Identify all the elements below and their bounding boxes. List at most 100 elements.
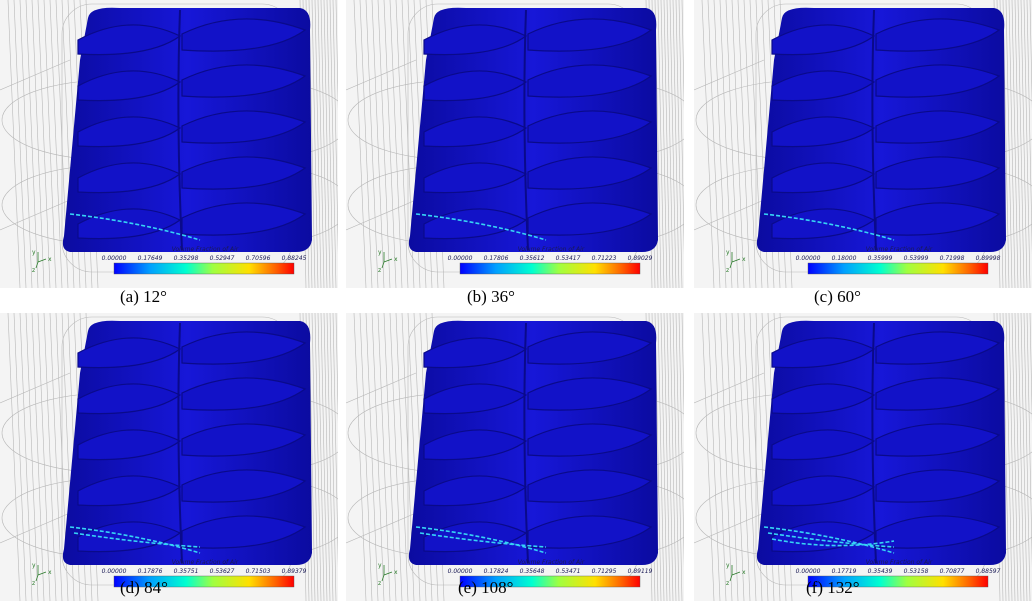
colorbar-tick-label: 0.00000 <box>796 568 821 575</box>
colorbar-tick-label: 0.17649 <box>138 255 163 262</box>
colorbar-gradient <box>807 262 989 275</box>
axis-label-y: y <box>378 562 382 569</box>
colorbar-tick-label: 0.35999 <box>868 255 893 262</box>
colorbar-tick-label: 0.53417 <box>556 255 581 262</box>
colorbar: Volume Fraction of Air 0.00000 0.17876 0.35… <box>102 559 307 588</box>
colorbar-gradient <box>113 575 295 588</box>
colorbar-gradient <box>113 262 295 275</box>
air-streaks <box>415 526 547 554</box>
axis-triad: y x z <box>378 562 398 587</box>
air-streaks <box>69 213 201 241</box>
colorbar-tick-label: 0.88597 <box>976 568 1001 575</box>
colorbar-tick-label: 0.71223 <box>592 255 617 262</box>
colorbar-tick-label: 0.71295 <box>592 568 617 575</box>
colorbar-tick-label: 0.17806 <box>484 255 509 262</box>
rotor-body <box>756 320 1006 565</box>
colorbar-tick-label: 0.35439 <box>868 568 893 575</box>
rotor-rendering: y x z Volume Fraction of Air 0.00000 0.17806 0… <box>346 0 684 288</box>
axis-label-y: y <box>726 562 730 569</box>
colorbar: Volume Fraction of Air 0.00000 0.18000 0.35… <box>796 246 1001 275</box>
colorbar-title: Volume Fraction of Air <box>172 559 239 566</box>
colorbar-title: Volume Fraction of Air <box>518 246 585 253</box>
colorbar-tick-label: 0.89998 <box>976 255 1001 262</box>
simulation-panel-f: y x z Volume Fraction of Air 0.00000 0.17719 0… <box>694 313 1032 601</box>
panel-caption: (a) 12° <box>120 287 167 306</box>
colorbar-title: Volume Fraction of Air <box>518 559 585 566</box>
colorbar-tick-label: 0.88245 <box>282 255 307 262</box>
colorbar-tick-label: 0.52947 <box>210 255 235 262</box>
colorbar-tick-label: 0.35648 <box>520 568 545 575</box>
colorbar-tick-label: 0.70877 <box>940 568 965 575</box>
axis-triad: y x z <box>378 249 398 274</box>
colorbar-tick-label: 0.53471 <box>556 568 581 575</box>
panel-caption: (d) 84° <box>120 578 168 597</box>
rotor-rendering: y x z Volume Fraction of Air 0.00000 0.17876 0… <box>0 313 338 601</box>
simulation-panel-d: y x z Volume Fraction of Air 0.00000 0.17876 0… <box>0 313 338 601</box>
rotor-rendering: y x z Volume Fraction of Air 0.00000 0.17824 0… <box>346 313 684 601</box>
axis-label-y: y <box>726 249 730 256</box>
colorbar-tick-label: 0.53627 <box>210 568 235 575</box>
axis-label-x: x <box>394 256 398 263</box>
colorbar-tick-label: 0.35298 <box>174 255 199 262</box>
panel-caption: (f) 132° <box>806 578 860 597</box>
colorbar-tick-label: 0.53999 <box>904 255 929 262</box>
air-streaks <box>415 213 547 241</box>
colorbar-title: Volume Fraction of Air <box>866 559 933 566</box>
rotor-rendering: y x z Volume Fraction of Air 0.00000 0.18000 0… <box>694 0 1032 288</box>
simulation-panel-a: y x z Volume Fraction of Air 0.00000 0.17649 0… <box>0 0 338 288</box>
rotor-body <box>408 7 658 253</box>
axis-label-y: y <box>32 562 36 569</box>
colorbar-tick-label: 0.17824 <box>484 568 509 575</box>
colorbar-tick-label: 0.00000 <box>102 568 127 575</box>
colorbar: Volume Fraction of Air 0.00000 0.17806 0.35… <box>448 246 653 275</box>
colorbar-gradient <box>459 262 641 275</box>
colorbar-title: Volume Fraction of Air <box>866 246 933 253</box>
colorbar: Volume Fraction of Air 0.00000 0.17649 0.35… <box>102 246 307 275</box>
axis-label-z: z <box>32 580 35 587</box>
axis-label-z: z <box>32 267 35 274</box>
colorbar: Volume Fraction of Air 0.00000 0.17824 0.35… <box>448 559 653 588</box>
axis-label-z: z <box>378 580 381 587</box>
colorbar-tick-label: 0.35612 <box>520 255 545 262</box>
axis-label-x: x <box>394 569 398 576</box>
colorbar-tick-label: 0.53158 <box>904 568 929 575</box>
axis-label-x: x <box>742 256 746 263</box>
rotor-body <box>62 7 312 253</box>
colorbar-tick-label: 0.71503 <box>246 568 271 575</box>
colorbar-tick-label: 0.17719 <box>832 568 857 575</box>
colorbar-tick-label: 0.89379 <box>282 568 307 575</box>
air-streaks <box>69 526 201 554</box>
colorbar-gradient <box>459 575 641 588</box>
colorbar-tick-label: 0.17876 <box>138 568 163 575</box>
rotor-body <box>408 320 658 565</box>
panel-caption: (c) 60° <box>814 287 861 306</box>
axis-triad: y x z <box>726 249 746 274</box>
axis-label-z: z <box>726 580 729 587</box>
colorbar-tick-label: 0.00000 <box>448 255 473 262</box>
colorbar-tick-label: 0.18000 <box>832 255 857 262</box>
colorbar-tick-label: 0.71998 <box>940 255 965 262</box>
colorbar-tick-label: 0.35751 <box>174 568 199 575</box>
air-streaks <box>763 213 895 241</box>
rotor-body <box>62 320 312 565</box>
axis-label-x: x <box>48 256 52 263</box>
axis-label-z: z <box>726 267 729 274</box>
panel-caption: (b) 36° <box>467 287 515 306</box>
colorbar-gradient <box>807 575 989 588</box>
air-streaks <box>763 526 895 554</box>
axis-triad: y x z <box>726 562 746 587</box>
colorbar-tick-label: 0.00000 <box>448 568 473 575</box>
axis-label-x: x <box>742 569 746 576</box>
simulation-panel-b: y x z Volume Fraction of Air 0.00000 0.17806 0… <box>346 0 684 288</box>
simulation-panel-e: y x z Volume Fraction of Air 0.00000 0.17824 0… <box>346 313 684 601</box>
axis-triad: y x z <box>32 249 52 274</box>
rotor-rendering: y x z Volume Fraction of Air 0.00000 0.17719 0… <box>694 313 1032 601</box>
colorbar-tick-label: 0.89119 <box>628 568 653 575</box>
colorbar-tick-label: 0.89029 <box>628 255 653 262</box>
axis-label-y: y <box>32 249 36 256</box>
axis-label-z: z <box>378 267 381 274</box>
colorbar-tick-label: 0.70596 <box>246 255 271 262</box>
axis-label-y: y <box>378 249 382 256</box>
simulation-panel-c: y x z Volume Fraction of Air 0.00000 0.18000 0… <box>694 0 1032 288</box>
colorbar-title: Volume Fraction of Air <box>172 246 239 253</box>
